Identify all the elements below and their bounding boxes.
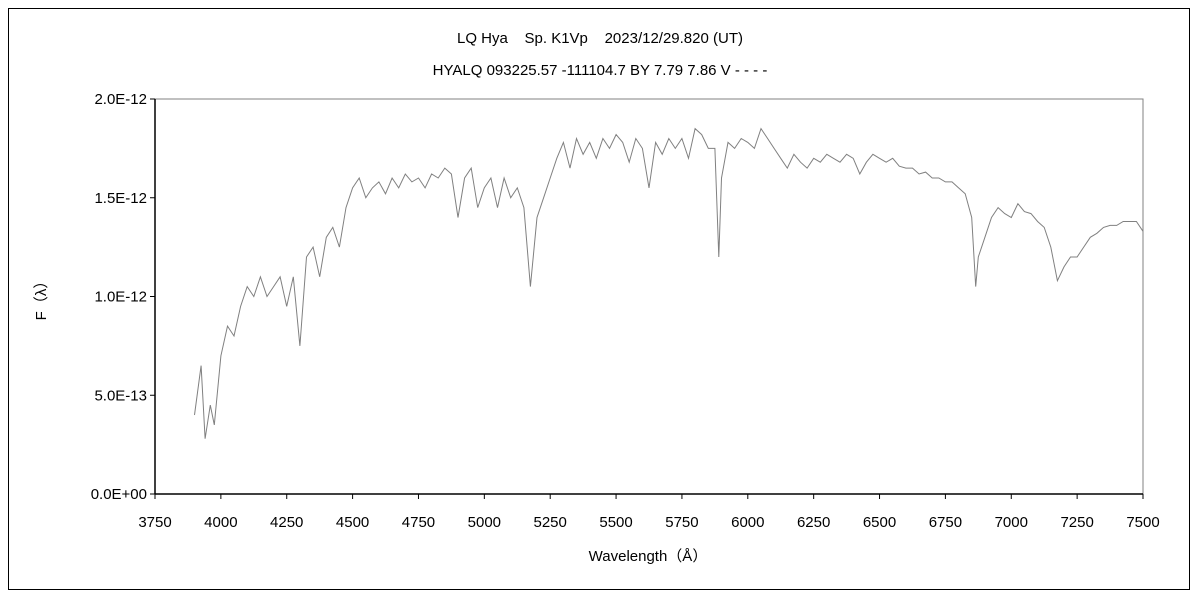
chart-subtitle: HYALQ 093225.57 -111104.7 BY 7.79 7.86 V… [433, 62, 768, 79]
x-tick-label: 7250 [1060, 514, 1093, 531]
x-tick-label: 4750 [402, 514, 435, 531]
y-axis-label: F（λ） [33, 274, 50, 321]
y-tick-label: 1.5E-12 [94, 190, 147, 207]
chart-frame [8, 8, 1190, 590]
y-tick-label: 1.0E-12 [94, 289, 147, 306]
x-tick-label: 5000 [468, 514, 501, 531]
x-tick-label: 6750 [929, 514, 962, 531]
x-tick-label: 6250 [797, 514, 830, 531]
spectrum-line [194, 127, 1144, 439]
x-tick-label: 5250 [534, 514, 567, 531]
chart-title: LQ Hya Sp. K1Vp 2023/12/29.820 (UT) [457, 30, 743, 47]
x-tick-label: 5750 [665, 514, 698, 531]
x-tick-label: 4000 [204, 514, 237, 531]
x-tick-label: 4500 [336, 514, 369, 531]
x-axis-label: Wavelength（Å） [589, 548, 708, 565]
x-tick-label: 6500 [863, 514, 896, 531]
x-tick-label: 7000 [995, 514, 1028, 531]
y-tick-label: 0.0E+00 [91, 486, 147, 503]
x-tick-label: 4250 [270, 514, 303, 531]
y-tick-label: 5.0E-13 [94, 387, 147, 404]
x-tick-label: 6000 [731, 514, 764, 531]
x-tick-label: 3750 [138, 514, 171, 531]
x-tick-label: 5500 [599, 514, 632, 531]
y-tick-label: 2.0E-12 [94, 91, 147, 108]
x-tick-label: 7500 [1126, 514, 1159, 531]
